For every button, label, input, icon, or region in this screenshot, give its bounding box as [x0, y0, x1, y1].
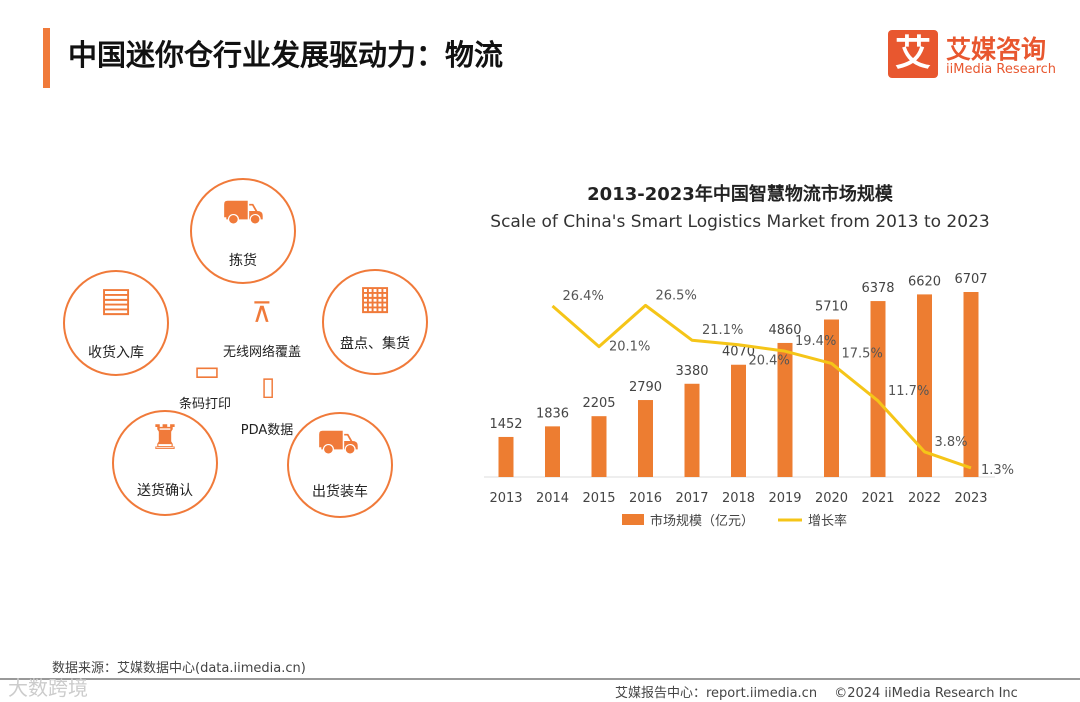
bar-value-label: 6707 [954, 272, 987, 287]
growth-value-label: 21.1% [702, 323, 743, 338]
bar [638, 400, 653, 477]
footer-text: 艾媒报告中心：report.iimedia.cn ©2024 iiMedia R… [615, 686, 1018, 701]
x-tick-label: 2022 [908, 491, 941, 506]
node-delivery [112, 410, 218, 516]
bar-value-label: 4860 [768, 323, 801, 338]
growth-value-label: 26.5% [656, 288, 697, 303]
cargo-cart-icon: ▦ [358, 278, 392, 318]
bar-value-label: 1836 [536, 406, 569, 421]
bar-value-label: 5710 [815, 300, 848, 315]
growth-value-label: 20.1% [609, 340, 650, 355]
growth-value-label: 11.7% [888, 384, 929, 399]
x-tick-label: 2014 [536, 491, 569, 506]
bar [824, 319, 839, 477]
watermark: 大数跨境 [8, 676, 88, 700]
bar [545, 426, 560, 477]
x-tick-label: 2023 [954, 491, 987, 506]
node-label: 收货入库 [88, 345, 144, 361]
x-tick-label: 2021 [861, 491, 894, 506]
courier-icon: ♜ [149, 418, 181, 458]
center-label: PDA数据 [240, 423, 294, 438]
legend-line-label: 增长率 [808, 513, 847, 529]
node-picking [190, 178, 296, 284]
growth-value-label: 3.8% [935, 435, 968, 450]
x-tick-label: 2020 [815, 491, 848, 506]
node-receiving [63, 270, 169, 376]
node-shipping [287, 412, 393, 518]
node-label: 盘点、集货 [340, 336, 410, 352]
growth-line [551, 303, 972, 470]
node-inventory [322, 269, 428, 375]
center-label: 无线网络覆盖 [222, 345, 301, 360]
growth-value-label: 20.4% [749, 354, 790, 369]
node-label: 拣货 [229, 253, 257, 269]
node-label: 送货确认 [137, 483, 193, 499]
logo-text-cn: 艾媒咨询 [946, 35, 1047, 64]
x-tick-label: 2016 [629, 491, 662, 506]
page-title: 中国迷你仓行业发展驱动力：物流 [68, 38, 504, 72]
bar [731, 364, 746, 477]
growth-value-label: 26.4% [563, 289, 604, 304]
bar [777, 342, 793, 477]
x-tick-label: 2019 [768, 491, 801, 506]
bar-value-label: 6378 [861, 281, 894, 296]
center-label: 条码打印 [178, 397, 231, 412]
pda-icon: ▯ [260, 372, 276, 402]
bar-value-label: 2790 [629, 380, 662, 395]
x-tick-label: 2015 [582, 491, 615, 506]
bar-value-label: 1452 [489, 417, 522, 432]
legend-bar-swatch [622, 514, 644, 525]
data-source: 数据来源：艾媒数据中心(data.iimedia.cn) [52, 661, 306, 676]
footer-divider [0, 678, 1080, 680]
growth-value-label: 17.5% [842, 346, 883, 361]
logo-text-en: iiMedia Research [946, 62, 1057, 77]
node-label: 出货装车 [312, 484, 368, 500]
x-tick-label: 2018 [722, 491, 755, 506]
bar [498, 436, 514, 477]
growth-value-label: 19.4% [795, 334, 836, 349]
x-tick-label: 2017 [675, 491, 708, 506]
bar [917, 294, 932, 477]
bar-value-label: 6620 [908, 274, 941, 289]
printer-icon: ▭ [193, 354, 221, 387]
forklift-icon: ⛟ [221, 192, 265, 232]
truck-icon: ⛟ [316, 422, 360, 462]
bar-value-label: 3380 [675, 364, 708, 379]
legend-bar-label: 市场规模（亿元） [650, 513, 754, 529]
bar-value-label: 4070 [722, 345, 755, 360]
growth-value-label: 1.3% [981, 463, 1014, 478]
chart-title: 2013-2023年中国智慧物流市场规模 [587, 184, 893, 205]
bar [684, 383, 700, 477]
bar-value-label: 2205 [582, 396, 615, 411]
x-tick-label: 2013 [489, 491, 522, 506]
bar [870, 301, 886, 477]
shelf-icon: ▤ [99, 280, 133, 320]
title-accent-bar [43, 28, 50, 88]
antenna-icon: ⊼ [251, 296, 273, 329]
logo-mark: 艾 [888, 30, 938, 78]
bar [591, 416, 607, 477]
bar [963, 292, 979, 477]
chart-subtitle: Scale of China's Smart Logistics Market … [490, 212, 990, 232]
